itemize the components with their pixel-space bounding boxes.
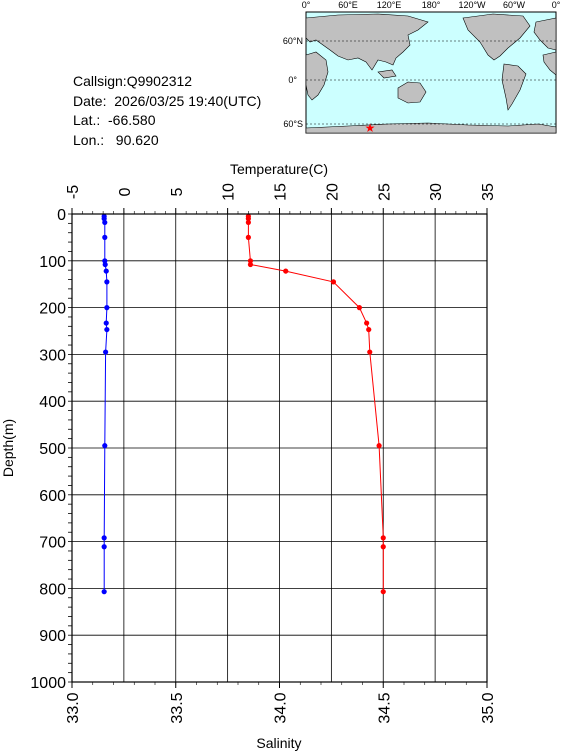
bottom-tick-label: 33.5 — [169, 692, 186, 723]
longitude-text: Lon.: 90.620 — [73, 131, 159, 148]
salinity-point — [103, 268, 109, 274]
map-gridlines — [306, 40, 556, 125]
y-tick-label: 500 — [39, 441, 66, 458]
top-tick-label: 25 — [376, 183, 393, 201]
y-tick-label: 800 — [39, 581, 66, 598]
salinity-point — [104, 305, 110, 311]
top-tick-label: 10 — [221, 183, 238, 201]
station-info: Callsign:Q9902312 Date: 2026/03/25 19:40… — [73, 72, 261, 150]
temperature-point — [380, 544, 386, 550]
top-tick-label: 5 — [169, 187, 186, 196]
bottom-tick-label: 33.0 — [65, 692, 82, 723]
top-tick-label: 30 — [428, 183, 445, 201]
salinity-point — [103, 320, 109, 326]
callsign-text: Callsign:Q9902312 — [73, 73, 193, 89]
map-land — [305, 13, 557, 134]
temperature-point — [366, 326, 372, 333]
date-text: Date: 2026/03/25 19:40(UTC) — [73, 92, 262, 109]
land-australia — [397, 81, 427, 104]
map-lon-tick: 60°W — [503, 0, 526, 10]
bottom-tick-label: 35.0 — [480, 692, 497, 723]
salinity-point — [104, 326, 110, 333]
top-tick-label: 35 — [480, 183, 497, 201]
chart-grid — [71, 213, 488, 683]
y-tick-label: 900 — [39, 628, 66, 645]
temperature-line — [247, 216, 384, 592]
temperature-point — [367, 349, 373, 355]
profile-chart: 0 100 200 300 400 500 600 700 800 900 1000 -5 0 5 10 15… — [0, 161, 497, 751]
map-lon-labels: 0° 60°E 120°E 180° 120°W 60°W 0° — [302, 0, 561, 10]
top-axis-label: Temperature(C) — [230, 161, 328, 177]
y-tick-label: 400 — [39, 394, 66, 411]
top-tick-label: 0 — [117, 187, 134, 196]
y-axis-label: Depth(m) — [0, 419, 16, 477]
map-lon-tick: 0° — [302, 0, 311, 10]
land-eurasia — [305, 13, 429, 71]
map-lat-tick: 60°N — [283, 36, 303, 46]
chart-axes: 0 100 200 300 400 500 600 700 800 900 1000 -5 0 5 10 15… — [30, 183, 497, 724]
bottom-tick-label: 34.5 — [376, 692, 393, 723]
salinity-line — [103, 216, 108, 592]
land-north-america — [462, 13, 531, 61]
salinity-point — [101, 589, 107, 595]
chart-series — [101, 213, 386, 595]
y-tick-label: 200 — [39, 301, 66, 318]
land-europe — [533, 17, 557, 51]
temperature-point — [247, 261, 254, 268]
top-tick-label: 15 — [273, 183, 290, 201]
map-lon-tick: 120°E — [377, 0, 402, 10]
salinity-point — [102, 261, 108, 268]
y-tick-label: 300 — [39, 347, 66, 364]
temperature-point — [356, 305, 362, 311]
map-lon-tick: 0° — [552, 0, 561, 10]
bottom-axis-label: Salinity — [256, 735, 301, 751]
y-tick-label: 700 — [39, 535, 66, 552]
map-lat-tick: 60°S — [283, 119, 303, 129]
temperature-point — [364, 320, 370, 326]
y-tick-label: 1000 — [30, 675, 66, 692]
land-south-america — [501, 63, 527, 111]
land-africa-west — [542, 51, 557, 76]
salinity-point — [102, 234, 108, 240]
salinity-point — [101, 544, 107, 550]
star-icon: ★ — [365, 121, 376, 135]
latitude-text: Lat.: -66.580 — [73, 112, 156, 128]
temperature-point — [376, 443, 382, 449]
temperature-point — [283, 268, 289, 274]
land-antarctica — [305, 122, 557, 134]
y-tick-label: 0 — [57, 207, 66, 224]
salinity-point — [103, 349, 109, 355]
temperature-point — [380, 535, 386, 541]
map-lat-labels: 60°N 0° 60°S — [283, 36, 303, 129]
land-indonesia — [377, 69, 397, 79]
bottom-tick-label: 34.0 — [273, 692, 290, 723]
salinity-point — [102, 219, 108, 226]
map-lon-tick: 60°E — [338, 0, 358, 10]
temperature-point — [245, 219, 251, 226]
map-lat-tick: 0° — [288, 75, 297, 85]
temperature-point — [245, 216, 251, 222]
y-tick-label: 600 — [39, 488, 66, 505]
plot-frame — [71, 213, 488, 683]
temperature-point — [380, 589, 386, 595]
salinity-point — [102, 443, 108, 449]
location-map: 0° 60°E 120°E 180° 120°W 60°W 0° 60°N 0°… — [283, 0, 561, 135]
temperature-point — [247, 258, 254, 264]
y-tick-label: 100 — [39, 254, 66, 271]
top-tick-label: -5 — [65, 185, 82, 199]
map-lon-tick: 180° — [422, 0, 441, 10]
top-tick-label: 20 — [324, 183, 341, 201]
salinity-point — [104, 279, 110, 285]
salinity-point — [101, 535, 107, 541]
land-africa — [305, 51, 329, 101]
temperature-point — [330, 279, 337, 285]
map-lon-tick: 120°W — [458, 0, 486, 10]
temperature-point — [245, 234, 251, 240]
